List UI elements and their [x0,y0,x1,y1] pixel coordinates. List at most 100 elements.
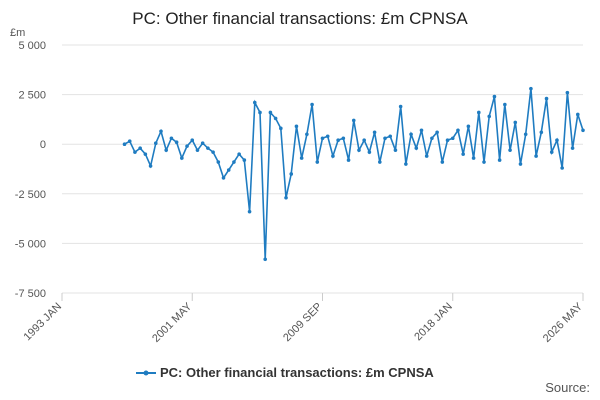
point [294,124,299,129]
point [362,138,366,143]
point [351,118,356,123]
point [122,142,127,146]
point [133,150,137,154]
y-unit: £m [10,27,25,39]
point [237,152,241,156]
point [190,138,195,143]
point [383,136,387,141]
point [305,132,309,137]
point [159,129,163,134]
point [560,166,564,170]
x-tick-label: 2018 JAN [412,301,455,344]
y-tick-label: -2 500 [15,189,46,201]
y-tick-label: -5 000 [15,238,46,250]
point [466,124,471,129]
point [169,136,174,141]
y-tick-label: 0 [40,139,46,151]
point [268,110,273,115]
point [503,102,507,107]
point [565,90,570,95]
point [388,134,393,139]
point [164,148,168,152]
point [477,110,481,115]
point [544,96,549,101]
point [273,116,278,121]
y-tick-label: 5 000 [18,40,46,52]
legend-label: PC: Other financial transactions: £m CPN… [160,365,434,380]
y-tick-label: 2 500 [18,90,46,102]
point [263,257,267,262]
point [325,134,330,139]
point [138,146,142,150]
point [242,158,247,162]
point [315,160,320,164]
point [258,110,262,115]
point [299,156,304,160]
point [393,148,398,152]
point [180,156,184,160]
x-tick-label: 2009 SEP [281,301,325,345]
point [435,130,439,135]
point [440,160,445,164]
point [247,209,252,214]
point [185,144,189,148]
point [529,86,533,91]
point [320,136,325,141]
point [398,104,403,109]
point [378,160,382,164]
point [200,141,205,146]
y-tick-label: -7 500 [15,288,46,300]
point [492,94,497,99]
x-tick-label: 2001 MAY [150,300,195,345]
point [367,150,372,154]
point [482,160,486,164]
point [153,141,158,146]
point [211,150,215,154]
point [518,162,523,166]
point [471,156,476,160]
point [143,152,148,156]
point [450,136,455,141]
point [430,136,434,141]
point [575,112,580,117]
point [445,138,450,143]
point [174,140,179,145]
point [206,146,210,150]
point [534,154,538,158]
point [461,152,465,156]
point [195,148,200,152]
point [226,168,231,172]
point [216,160,221,164]
point [232,160,236,164]
point [279,126,283,131]
point [221,176,226,180]
point [148,164,153,168]
x-tick-label: 2026 MAY [541,300,586,345]
point [346,158,351,162]
point [372,130,377,135]
point [570,146,575,150]
point [549,150,554,154]
point [127,139,132,144]
point [289,172,294,176]
point [513,120,518,125]
point [341,136,346,141]
point [424,154,429,158]
point [414,146,419,150]
point [523,132,528,137]
point [539,130,544,135]
point [419,128,424,133]
point [404,162,408,166]
source: Source: [545,380,590,395]
point [252,100,257,105]
point [357,148,361,152]
point [487,114,492,119]
x-tick-label: 1993 JAN [21,301,64,344]
point [409,132,413,137]
point [581,128,585,133]
legend-marker [143,370,149,376]
point [497,158,502,162]
point [284,195,288,200]
